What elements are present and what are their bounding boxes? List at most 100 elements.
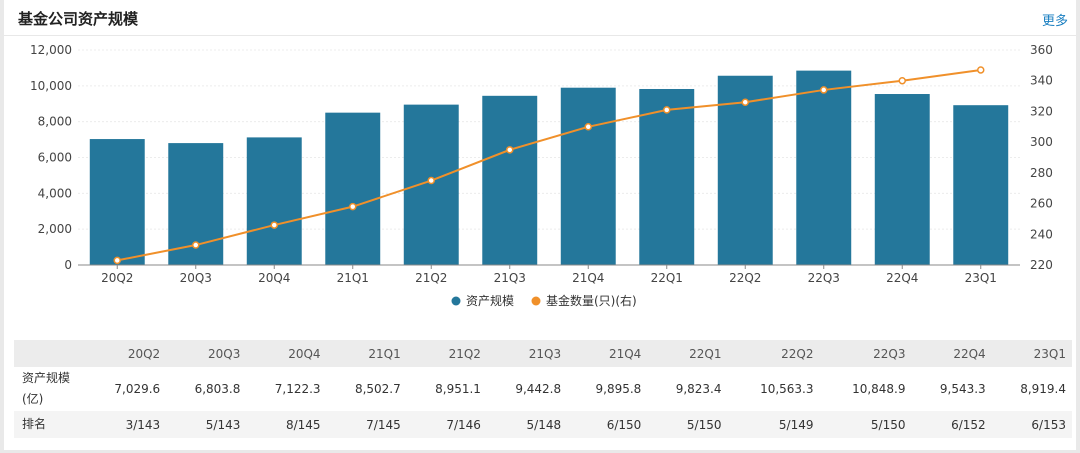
table-cell: 10,563.3 — [760, 382, 814, 396]
line-point — [113, 256, 121, 265]
row-label-rank: 排名 — [22, 417, 47, 431]
table-row-asset-scale: 资产规模(亿) 7,029.6 6,803.8 7,122.3 8,502.7 8,95… — [14, 367, 1072, 411]
line-point — [741, 98, 749, 106]
column-header: 21Q3 — [528, 346, 562, 361]
bar — [874, 94, 930, 266]
column-header: 20Q2 — [127, 346, 161, 361]
right-tick-label: 260 — [1030, 197, 1053, 211]
x-tick-label: 20Q4 — [258, 271, 290, 285]
right-tick-label: 240 — [1030, 227, 1053, 241]
line-point — [192, 241, 200, 249]
left-tick-label: 6,000 — [38, 151, 72, 165]
table-cell: 5/150 — [870, 417, 906, 432]
line-path — [117, 68, 981, 262]
x-tick-label: 20Q3 — [180, 271, 212, 285]
row-label-asset-scale: 资产规模(亿) — [22, 371, 71, 406]
column-header: 21Q2 — [448, 346, 481, 361]
table-cell: 8,951.1 — [435, 382, 481, 396]
bar — [953, 105, 1009, 265]
table-row-rank: 排名 3/143 5/143 8/145 7/145 7/146 5/148 6/150 5/… — [14, 411, 1072, 438]
chart-legend: 资产规模 基金数量(只)(右) — [451, 293, 637, 308]
right-tick-label: 320 — [1030, 104, 1053, 118]
table-cell: 10,848.9 — [852, 382, 906, 396]
line-point — [349, 202, 357, 211]
line-point — [270, 221, 278, 229]
x-axis: 20Q2 20Q3 20Q4 21Q1 21Q2 21Q3 21Q4 22Q1 22Q2 22Q3… — [78, 264, 1020, 285]
x-tick-label: 21Q2 — [415, 271, 447, 285]
bar — [482, 95, 538, 265]
data-table: 20Q2 20Q3 20Q4 21Q1 21Q2 21Q3 21Q4 22Q1 22Q2 22Q3… — [14, 340, 1072, 438]
bar — [89, 139, 145, 265]
table-cell: 5/149 — [778, 417, 814, 432]
table-cell: 7,122.3 — [274, 382, 321, 396]
x-tick-label: 22Q3 — [808, 271, 840, 285]
x-tick-label: 21Q4 — [572, 271, 604, 285]
bar — [639, 88, 695, 265]
table-cell: 9,895.8 — [595, 382, 642, 396]
asset-scale-panel: 基金公司资产规模 更多 0 2,000 4,000 6,000 8,000 10,000 1… — [4, 0, 1076, 450]
x-tick-label: 23Q1 — [965, 271, 997, 285]
table-cell: 5/150 — [686, 417, 722, 432]
line-point — [820, 86, 828, 94]
column-header: 20Q3 — [208, 346, 241, 361]
table-cell: 8,502.7 — [354, 382, 401, 396]
right-tick-label: 340 — [1030, 74, 1053, 88]
column-header: 22Q3 — [873, 346, 906, 361]
x-tick-label: 22Q4 — [886, 271, 918, 285]
right-y-axis: 220 240 260 280 300 320 340 360 — [1030, 43, 1053, 272]
panel-header: 基金公司资产规模 更多 — [4, 0, 1076, 36]
table-cell: 6/152 — [951, 417, 986, 432]
line-point — [427, 176, 435, 185]
column-header: 20Q4 — [288, 346, 321, 361]
bar — [560, 87, 616, 265]
line-point — [584, 123, 592, 131]
table-cell: 8,919.4 — [1020, 382, 1066, 396]
table-cell: 7/146 — [446, 417, 481, 432]
left-tick-label: 12,000 — [30, 43, 72, 57]
right-tick-label: 360 — [1030, 43, 1053, 57]
left-tick-label: 10,000 — [30, 79, 72, 93]
right-tick-label: 300 — [1030, 135, 1053, 149]
table-cell: 9,823.4 — [675, 382, 722, 396]
column-header: 21Q1 — [368, 346, 401, 361]
table-header-row: 20Q2 20Q3 20Q4 21Q1 21Q2 21Q3 21Q4 22Q1 22Q2 22Q3… — [14, 340, 1072, 367]
legend-label: 基金数量(只)(右) — [546, 293, 637, 308]
x-tick-label: 22Q2 — [729, 271, 761, 285]
bar-series — [89, 70, 1009, 266]
bar — [403, 104, 459, 265]
table-cell: 6/153 — [1031, 417, 1066, 432]
bar — [325, 112, 381, 265]
left-tick-label: 4,000 — [38, 186, 72, 200]
legend-marker — [531, 296, 541, 306]
column-header: 21Q4 — [608, 346, 642, 361]
line-point — [506, 146, 514, 154]
left-tick-label: 0 — [64, 258, 72, 272]
panel-title: 基金公司资产规模 — [18, 10, 139, 28]
x-tick-label: 22Q1 — [651, 271, 683, 285]
table-cell: 7/145 — [366, 417, 401, 432]
x-tick-label: 20Q2 — [101, 271, 133, 285]
line-point — [977, 66, 985, 74]
table-cell: 9,442.8 — [515, 382, 562, 396]
right-tick-label: 280 — [1030, 166, 1053, 180]
table-cell: 3/143 — [125, 417, 161, 432]
column-header: 22Q4 — [953, 346, 986, 361]
line-point — [663, 106, 671, 114]
bar — [717, 75, 773, 265]
legend-label: 资产规模 — [466, 293, 514, 308]
column-header: 22Q2 — [781, 346, 814, 361]
bar — [796, 70, 852, 265]
asset-scale-chart: 0 2,000 4,000 6,000 8,000 10,000 12,000 220 240… — [30, 43, 1053, 308]
bar — [246, 137, 302, 265]
left-y-axis: 0 2,000 4,000 6,000 8,000 10,000 12,000 — [30, 43, 72, 272]
table-cell: 8/145 — [285, 417, 321, 432]
column-header: 23Q1 — [1033, 346, 1066, 361]
right-tick-label: 220 — [1030, 258, 1053, 272]
left-tick-label: 2,000 — [38, 222, 72, 236]
legend-marker — [451, 296, 461, 306]
table-cell: 6,803.8 — [194, 382, 241, 396]
x-tick-label: 21Q1 — [337, 271, 369, 285]
column-header: 22Q1 — [689, 346, 722, 361]
table-cell: 5/148 — [526, 417, 562, 432]
more-link[interactable]: 更多 — [1041, 14, 1068, 29]
